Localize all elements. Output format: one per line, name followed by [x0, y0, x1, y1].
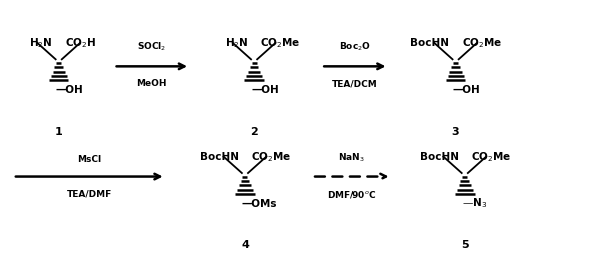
Text: —OH: —OH — [251, 85, 279, 95]
Text: 1: 1 — [55, 127, 62, 137]
Text: CO$_2$H: CO$_2$H — [65, 36, 96, 50]
Text: H$_2$N: H$_2$N — [225, 36, 248, 50]
Text: 4: 4 — [241, 239, 249, 249]
Text: CO$_2$Me: CO$_2$Me — [471, 150, 511, 163]
Text: —OMs: —OMs — [242, 199, 277, 209]
Text: —OH: —OH — [56, 85, 83, 95]
Text: Boc$_2$O: Boc$_2$O — [339, 41, 371, 53]
Text: NaN$_3$: NaN$_3$ — [338, 151, 365, 164]
Text: MsCl: MsCl — [77, 155, 102, 164]
Text: MeOH: MeOH — [136, 79, 167, 88]
Text: —OH: —OH — [452, 85, 480, 95]
Text: BocHN: BocHN — [420, 152, 458, 162]
Text: 2: 2 — [250, 127, 258, 137]
Text: H$_2$N: H$_2$N — [29, 36, 53, 50]
Text: TEA/DCM: TEA/DCM — [332, 79, 378, 88]
Text: CO$_2$Me: CO$_2$Me — [461, 36, 502, 50]
Text: CO$_2$Me: CO$_2$Me — [251, 150, 291, 163]
Text: TEA/DMF: TEA/DMF — [67, 190, 112, 199]
Text: BocHN: BocHN — [411, 38, 449, 48]
Text: —N$_3$: —N$_3$ — [461, 197, 487, 210]
Text: DMF/90$^o$C: DMF/90$^o$C — [327, 190, 376, 200]
Text: 3: 3 — [452, 127, 460, 137]
Text: 5: 5 — [461, 239, 469, 249]
Text: CO$_2$Me: CO$_2$Me — [260, 36, 300, 50]
Text: SOCl$_2$: SOCl$_2$ — [137, 41, 166, 53]
Text: BocHN: BocHN — [200, 152, 239, 162]
